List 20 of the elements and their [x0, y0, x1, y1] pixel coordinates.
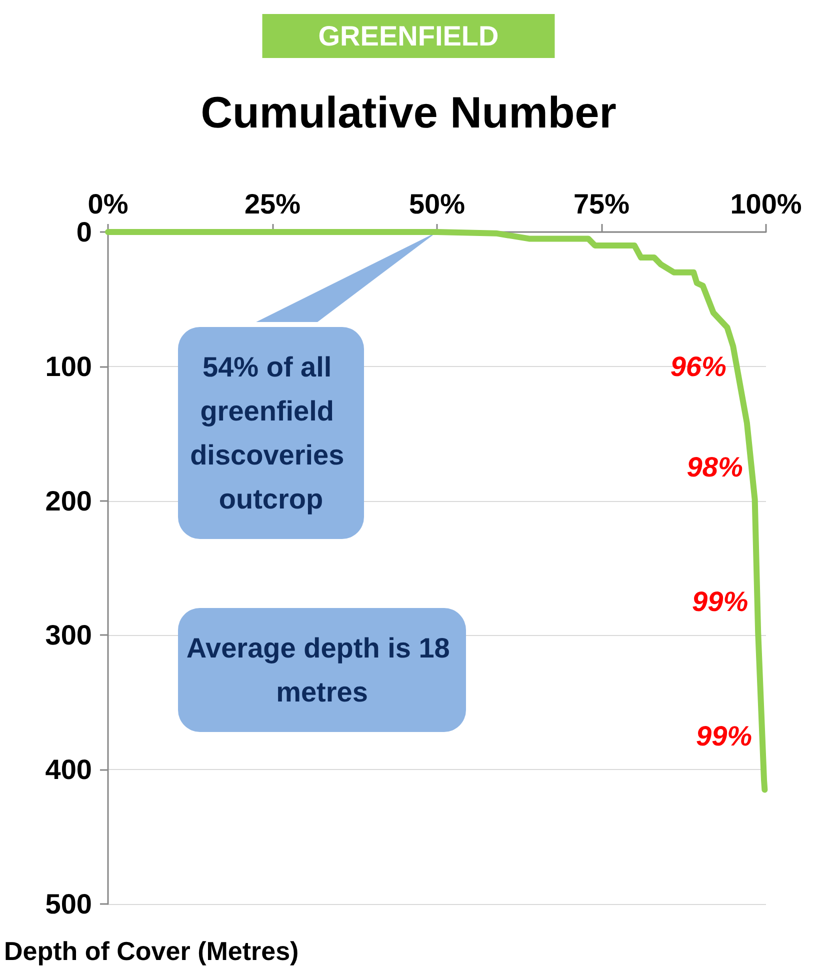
annotation: 54% of all greenfield discoveries outcrop: [190, 352, 352, 514]
annotation: 96%: [670, 350, 726, 382]
y-axis-title: Depth of Cover (Metres): [4, 936, 299, 966]
y-tick-label: 200: [45, 485, 92, 516]
y-tick-label: 100: [45, 350, 92, 382]
annotation: 99%: [696, 720, 752, 752]
x-tick-label: 25%: [244, 188, 301, 220]
x-tick-label: 0%: [88, 188, 128, 220]
x-tick-label: 100%: [730, 188, 802, 220]
annotation: Average depth is 18 metres: [186, 632, 458, 708]
x-tick-label: 75%: [573, 188, 630, 220]
y-tick-label: 400: [45, 754, 92, 786]
annotation: 99%: [692, 586, 748, 618]
annotation: 98%: [686, 452, 743, 483]
x-tick-label: 50%: [408, 188, 466, 220]
chart-title: Cumulative Number: [200, 88, 616, 138]
y-tick-label: 0: [76, 216, 92, 248]
chart-subtitle: GREENFIELD: [318, 20, 499, 52]
y-tick-label: 500: [45, 888, 92, 920]
y-tick-label: 300: [45, 620, 92, 651]
